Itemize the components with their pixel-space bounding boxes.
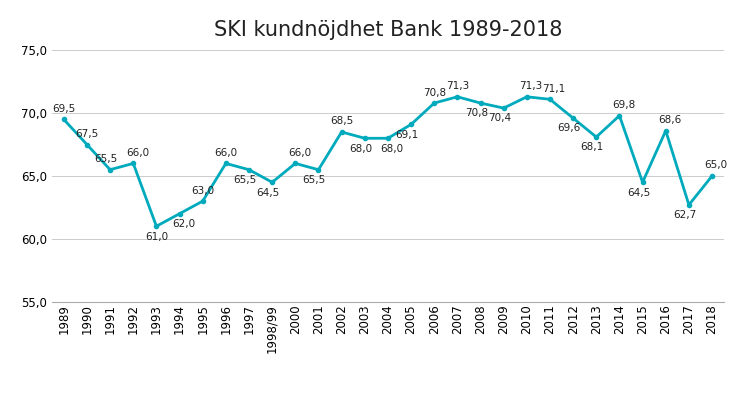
Text: 65,5: 65,5	[233, 175, 257, 185]
Text: 66,0: 66,0	[288, 148, 311, 158]
Text: 71,3: 71,3	[519, 81, 542, 91]
Title: SKI kundnöjdhet Bank 1989-2018: SKI kundnöjdhet Bank 1989-2018	[214, 21, 562, 40]
Text: 63,0: 63,0	[191, 186, 214, 196]
Text: 61,0: 61,0	[145, 232, 168, 241]
Text: 64,5: 64,5	[257, 188, 280, 197]
Text: 68,0: 68,0	[349, 144, 372, 153]
Text: 70,4: 70,4	[488, 114, 511, 123]
Text: 69,5: 69,5	[52, 104, 75, 114]
Text: 71,3: 71,3	[446, 81, 469, 91]
Text: 68,6: 68,6	[658, 115, 682, 125]
Text: 69,1: 69,1	[395, 130, 419, 140]
Text: 68,5: 68,5	[330, 116, 354, 127]
Text: 62,7: 62,7	[673, 210, 696, 220]
Text: 69,6: 69,6	[557, 124, 580, 133]
Text: 70,8: 70,8	[423, 88, 446, 98]
Text: 68,1: 68,1	[580, 142, 604, 152]
Text: 70,8: 70,8	[465, 109, 488, 118]
Text: 64,5: 64,5	[627, 188, 650, 197]
Text: 68,0: 68,0	[380, 144, 404, 153]
Text: 69,8: 69,8	[612, 100, 636, 110]
Text: 66,0: 66,0	[126, 148, 149, 158]
Text: 65,5: 65,5	[303, 175, 326, 185]
Text: 65,0: 65,0	[705, 160, 728, 171]
Text: 67,5: 67,5	[75, 129, 98, 139]
Text: 62,0: 62,0	[172, 219, 195, 229]
Text: 65,5: 65,5	[94, 154, 118, 164]
Text: 71,1: 71,1	[542, 84, 565, 94]
Text: 66,0: 66,0	[214, 148, 237, 158]
